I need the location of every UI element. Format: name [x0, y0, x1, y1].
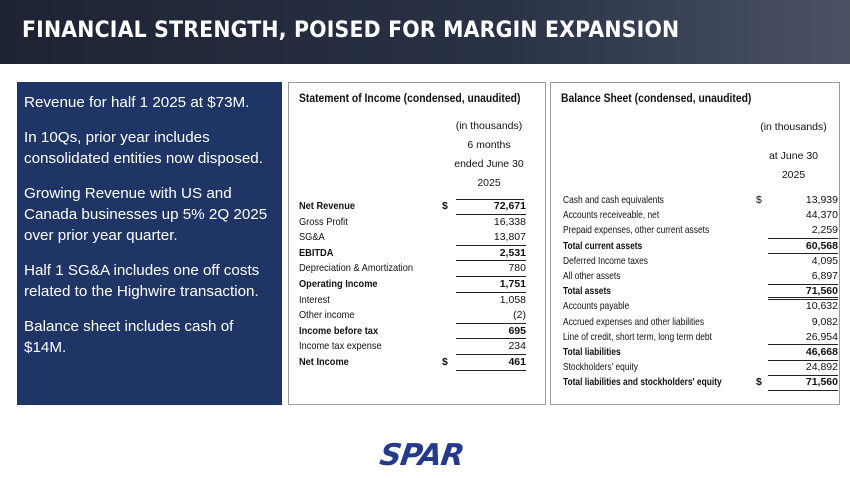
row-label: Accounts payable [563, 300, 630, 313]
row-value: 780 [456, 261, 526, 277]
table-row: Deferred Income taxes 4,095 [563, 254, 838, 270]
table-row: Accounts receiveable, net 44,370 [563, 208, 838, 224]
summary-panel: Revenue for half 1 2025 at $73M. In 10Qs… [17, 82, 282, 405]
row-value: 1,058 [499, 293, 526, 306]
balance-sheet-title: Balance Sheet (condensed, unaudited) [561, 93, 752, 105]
row-label: Total assets [563, 285, 611, 298]
row-label: Operating Income [299, 278, 378, 290]
table-row: Accounts payable 10,632 [563, 299, 838, 315]
row-value: 60,568 [768, 239, 838, 255]
table-row: Total liabilities 46,668 [563, 345, 838, 361]
row-label: Income tax expense [299, 340, 382, 353]
period-label: 6 months [467, 139, 511, 151]
row-value: 4,095 [811, 254, 838, 267]
spar-logo: SPAR [377, 438, 466, 473]
table-row: Total current assets 60,568 [563, 239, 838, 255]
row-label: EBITDA [299, 246, 334, 259]
table-row: EBITDA 2,531 [299, 246, 539, 262]
table-row: Gross Profit 16,338 [299, 215, 539, 231]
table-row: Other income (2) [299, 308, 539, 324]
row-label: Interest [299, 293, 330, 306]
row-label: Total current assets [563, 239, 643, 252]
summary-bullet: Balance sheet includes cash of $14M. [24, 318, 234, 356]
row-value: 13,939 [805, 194, 838, 206]
row-label: Stockholders' equity [563, 361, 638, 374]
period-label: ended June 30 [454, 158, 524, 170]
table-row: Net Revenue $72,671 [299, 199, 539, 215]
row-label: Deferred Income taxes [563, 254, 648, 267]
date-label: at June 30 [768, 150, 819, 162]
row-label: Gross Profit [299, 215, 348, 228]
units-label: (in thousands) [455, 120, 523, 132]
row-value: 46,668 [768, 345, 838, 361]
summary-bullet: In 10Qs, prior year includes consolidate… [24, 129, 263, 167]
currency-symbol: $ [442, 200, 448, 212]
row-value: 72,671 [456, 199, 526, 215]
row-value: 71,560 [768, 375, 838, 391]
row-label: All other assets [563, 270, 621, 282]
row-value: 26,954 [768, 330, 838, 346]
row-label: Income before tax [299, 324, 379, 337]
row-label: Cash and cash equivalents [563, 194, 664, 206]
year-label: 2025 [781, 169, 806, 181]
row-value: 2,259 [768, 223, 838, 239]
row-label: Total liabilities [563, 346, 621, 358]
currency-symbol: $ [756, 376, 762, 389]
row-value: 44,370 [805, 209, 838, 222]
income-column-header: (in thousands) 6 months ended June 30 20… [439, 117, 539, 193]
row-value: 9,082 [811, 315, 838, 328]
summary-bullet: Growing Revenue with US and Canada busin… [24, 185, 268, 244]
table-row: Operating Income 1,751 [299, 277, 539, 293]
row-value: 1,751 [456, 277, 526, 293]
row-label: Total liabilities and stockholders' equi… [563, 376, 722, 389]
table-row: Depreciation & Amortization 780 [299, 261, 539, 277]
table-row: Interest 1,058 [299, 293, 539, 309]
balance-column-header: at June 30 2025 [751, 147, 836, 185]
row-value: 234 [456, 339, 526, 355]
row-label: Line of credit, short term, long term de… [563, 330, 712, 343]
row-value: 2,531 [456, 246, 526, 262]
row-value: 461 [456, 355, 526, 371]
row-value: 6,897 [768, 269, 838, 285]
row-label: Prepaid expenses, other current assets [563, 224, 710, 237]
table-row: Income before tax 695 [299, 324, 539, 340]
row-value: 24,892 [768, 360, 838, 376]
row-label: Accrued expenses and other liabilities [563, 315, 705, 328]
table-row: Accrued expenses and other liabilities 9,… [563, 315, 838, 331]
year-label: 2025 [477, 177, 501, 189]
table-row: SG&A 13,807 [299, 230, 539, 246]
table-row: Cash and cash equivalents $13,939 [563, 193, 838, 209]
page-title: FINANCIAL STRENGTH, POISED FOR MARGIN EX… [22, 18, 680, 43]
table-row: Net Income $461 [299, 355, 539, 371]
row-label: Depreciation & Amortization [299, 262, 414, 275]
currency-symbol: $ [756, 194, 762, 206]
summary-bullet: Half 1 SG&A includes one off costs relat… [24, 262, 260, 300]
table-row: Stockholders' equity 24,892 [563, 360, 838, 376]
income-statement-table: Statement of Income (condensed, unaudite… [288, 82, 546, 405]
row-value: (2) [456, 308, 526, 324]
row-label: Net Revenue [299, 200, 355, 212]
balance-sheet-table: Balance Sheet (condensed, unaudited) (in… [550, 82, 840, 405]
summary-bullet: Revenue for half 1 2025 at $73M. [24, 94, 250, 111]
row-label: Net Income [299, 356, 349, 368]
row-value: 16,338 [493, 215, 526, 228]
currency-symbol: $ [442, 356, 448, 368]
row-value: 13,807 [456, 230, 526, 246]
income-statement-title: Statement of Income (condensed, unaudite… [299, 93, 521, 105]
table-row: All other assets 6,897 [563, 269, 838, 285]
table-row: Prepaid expenses, other current assets 2,… [563, 223, 838, 239]
units-label: (in thousands) [760, 121, 827, 133]
row-value: 71,560 [768, 284, 838, 300]
divider [456, 199, 524, 200]
row-label: SG&A [299, 231, 325, 244]
row-label: Other income [299, 309, 355, 322]
table-row: Total liabilities and stockholders' equi… [563, 375, 838, 391]
row-value: 10,632 [805, 300, 838, 313]
table-row: Income tax expense 234 [299, 339, 539, 355]
table-row: Total assets 71,560 [563, 284, 838, 300]
table-row: Line of credit, short term, long term de… [563, 330, 838, 346]
row-value: 695 [456, 324, 526, 340]
title-bar: FINANCIAL STRENGTH, POISED FOR MARGIN EX… [0, 0, 850, 64]
row-label: Accounts receiveable, net [563, 209, 660, 222]
